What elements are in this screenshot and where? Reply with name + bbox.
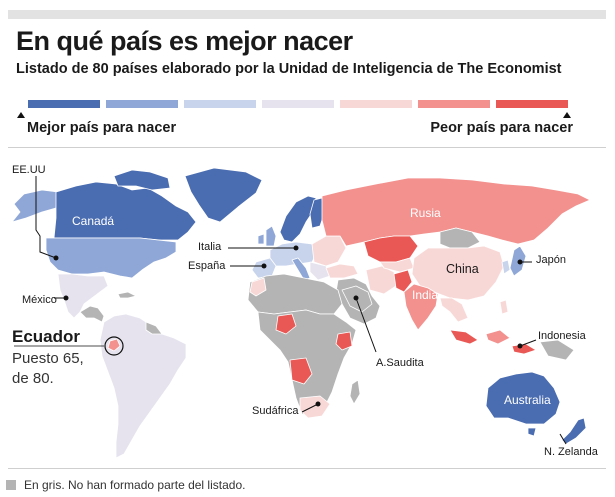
ecuador-rank-line-2: de 80. [12,370,54,387]
marker-eeuu [53,255,59,261]
indonesia-2 [485,329,511,345]
label-eeuu: EE.UU [12,164,46,176]
label-china: China [446,262,479,276]
label-sudafrica: Sudáfrica [252,405,299,417]
indonesia-1 [449,329,479,345]
mexico [57,273,109,319]
label-nzelanda: N. Zelanda [544,446,598,458]
korea [501,259,511,275]
canada-islands [113,169,171,191]
usa [45,237,177,279]
label-australia: Australia [504,393,551,407]
nigeria [275,313,297,335]
label-indonesia: Indonesia [538,330,586,342]
ecuador-rank-text: Puesto 65, de 80. [12,349,84,389]
morocco [249,277,267,297]
scale-swatch-3 [184,100,256,108]
label-canada: Canadá [72,214,115,228]
map-title: En qué país es mejor nacer [16,26,353,56]
scale-swatch-7 [496,100,568,108]
tasmania [527,427,537,437]
uk [265,225,277,247]
guianas [145,321,163,335]
scale-right-marker [563,112,571,118]
gray-legend-swatch [6,480,16,490]
scale-swatch-2 [106,100,178,108]
label-rusia: Rusia [410,206,441,220]
scale-swatch-6 [418,100,490,108]
worst-country-label: Peor país para nacer [430,120,573,136]
ecuador [107,338,121,352]
balkans [309,261,331,281]
color-scale [28,100,568,108]
marker-mexico [63,295,69,301]
italy [291,257,311,281]
scale-swatch-1 [28,100,100,108]
turkey [325,263,359,279]
kenya [335,331,353,351]
label-mexico: México [22,294,57,306]
world-map [11,167,591,459]
best-country-label: Mejor país para nacer [27,120,177,136]
ireland [257,233,265,245]
marker-italia [293,245,299,251]
new-guinea [539,339,575,361]
scale-swatch-5 [340,100,412,108]
madagascar [349,379,361,405]
southeast-asia [439,297,469,323]
marker-japon [517,259,523,265]
eastern-europe [311,235,347,267]
ecuador-title: Ecuador [12,327,81,346]
mongolia [439,227,481,249]
scale-left-marker [17,112,25,118]
marker-sudafrica [315,401,321,407]
marker-asaudita [353,295,359,301]
pointer-nzelanda [559,433,567,445]
new-zealand [561,417,587,445]
angola [289,357,313,385]
label-espana: España [188,260,226,272]
india [403,283,439,331]
caribbean [117,291,137,299]
greenland [184,167,263,223]
top-bar [8,10,606,19]
ecuador-rank-line-1: Puesto 65, [12,350,84,367]
label-asaudita: A.Saudita [376,357,424,369]
kazakhstan [363,235,419,263]
separator-top [8,147,606,148]
map-subtitle: Listado de 80 países elaborado por la Un… [16,61,562,77]
philippines [499,299,509,315]
gray-legend: En gris. No han formado parte del listad… [6,478,245,492]
separator-bottom [8,468,606,469]
pointer-indonesia [519,339,537,347]
label-japon: Japón [536,254,566,266]
scale-swatch-4 [262,100,334,108]
indonesia-3 [511,343,537,355]
pointer-eeuu [35,176,57,259]
label-india: India [412,288,439,302]
gray-legend-text: En gris. No han formado parte del listad… [24,478,246,492]
central-america [79,305,105,323]
canada [53,181,197,241]
marker-espana [261,263,267,269]
pointer-sudafrica [301,403,319,413]
south-america [99,313,187,459]
marker-indonesia [517,343,523,349]
ecuador-highlight-circle [104,336,124,356]
pointer-asaudita [355,297,377,353]
australia [485,371,561,425]
south-africa [299,395,331,419]
label-italia: Italia [198,241,222,253]
alaska [11,189,59,223]
